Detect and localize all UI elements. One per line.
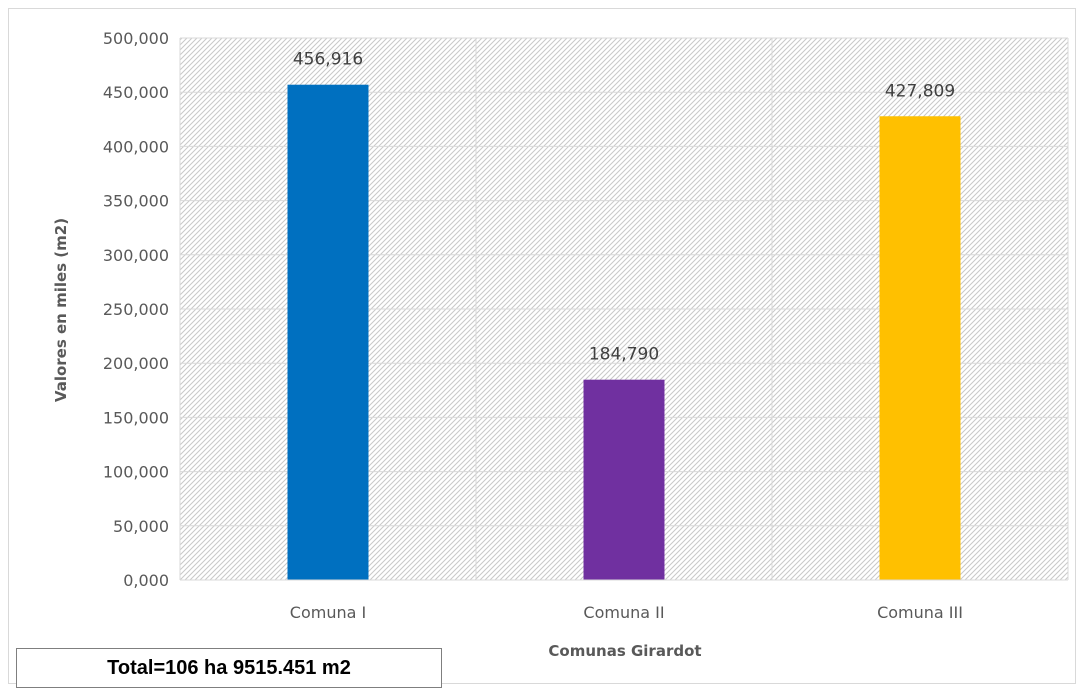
y-tick-label: 100,000: [103, 463, 169, 482]
total-note: Total=106 ha 9515.451 m2: [107, 656, 351, 679]
data-label: 427,809: [885, 81, 955, 101]
bar: [287, 84, 369, 580]
y-tick-label: 150,000: [103, 408, 169, 427]
total-note-box: Total=106 ha 9515.451 m2: [16, 648, 442, 688]
x-tick-label: Comuna II: [583, 603, 664, 622]
y-tick-label: 0,000: [123, 571, 169, 590]
y-tick-label: 500,000: [103, 29, 169, 48]
x-tick-label: Comuna III: [877, 603, 963, 622]
y-axis-title: Valores en miles (m2): [52, 218, 70, 402]
bar: [879, 116, 961, 581]
data-label: 456,916: [293, 50, 363, 70]
y-tick-label: 250,000: [103, 300, 169, 319]
x-axis-title: Comunas Girardot: [548, 642, 701, 660]
bar: [583, 379, 665, 580]
data-label: 184,790: [589, 345, 659, 365]
x-tick-label: Comuna I: [290, 603, 366, 622]
y-tick-label: 450,000: [103, 83, 169, 102]
y-tick-label: 200,000: [103, 354, 169, 373]
y-tick-label: 350,000: [103, 192, 169, 211]
y-tick-label: 300,000: [103, 246, 169, 265]
y-tick-label: 50,000: [113, 517, 169, 536]
y-tick-label: 400,000: [103, 137, 169, 156]
